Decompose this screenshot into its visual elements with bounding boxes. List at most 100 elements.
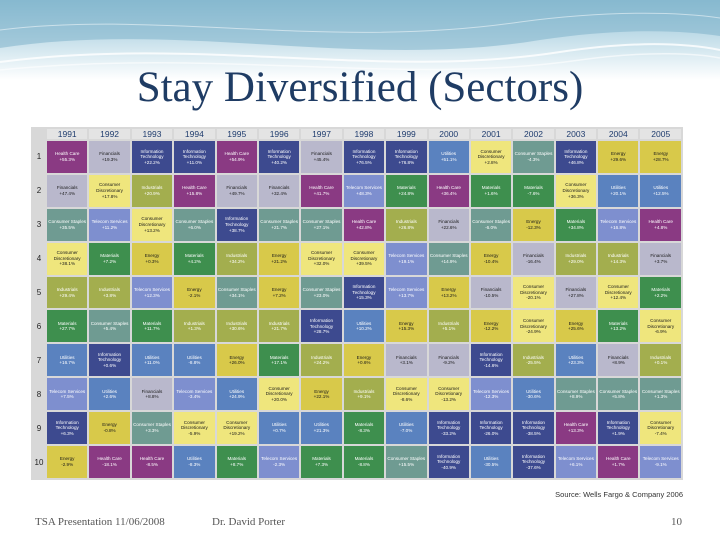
sector-cell: Energy +25.6%	[555, 310, 597, 343]
sector-return: +2.8%	[484, 159, 498, 165]
sector-name: Information Technology	[352, 148, 376, 160]
sector-cell: Information Technology +22.2%	[131, 141, 173, 173]
sector-return: +23.3%	[568, 360, 584, 366]
sector-name: Materials	[397, 185, 416, 191]
year-header: 1996	[258, 129, 300, 139]
sector-name: Energy	[399, 320, 414, 326]
sector-cell: Information Technology -33.2%	[428, 412, 469, 445]
sector-cell: Energy -2.1%	[174, 276, 215, 309]
sector-cell: Energy +15.3%	[386, 310, 427, 343]
sector-cell: Telecom Services +19.1%	[386, 242, 427, 275]
sector-return: +12.5%	[652, 190, 669, 196]
rank-row: 2 Financials +47.4% Consumer Discretionary +…	[33, 174, 681, 207]
sector-cell: Information Technology +6.3%	[47, 412, 88, 445]
sector-name: Consumer Staples	[133, 422, 171, 428]
sector-cell: Telecom Services -9.1%	[640, 446, 681, 478]
sector-name: Health Care	[139, 456, 165, 462]
sector-cell: Consumer Staples +5.8%	[598, 378, 639, 411]
sector-cell: Energy -10.4%	[470, 242, 512, 275]
grid-body: 1 Health Care +55.3% Financials +19.3% Inform…	[33, 141, 681, 478]
sector-cell: Energy -12.2%	[470, 310, 512, 343]
sector-name: Telecom Services	[91, 219, 128, 225]
year-header: 1993	[131, 129, 173, 139]
sector-return: -12.2%	[483, 326, 499, 332]
sector-name: Information Technology	[521, 419, 546, 431]
rank-label: 4	[33, 242, 45, 275]
sector-cell: Materials +11.7%	[131, 310, 173, 343]
sector-return: +21.7%	[271, 224, 287, 230]
sector-cell: Consumer Staples +34.1%	[216, 276, 257, 309]
sector-cell: Consumer Staples -4.3%	[513, 141, 554, 173]
year-header: 2004	[598, 129, 639, 139]
sector-cell: Utilities +12.5%	[640, 174, 681, 207]
sector-name: Industrials	[438, 320, 460, 326]
sector-return: +32.0%	[313, 261, 330, 267]
year-header: 1998	[343, 129, 385, 139]
footer-presenter: Dr. David Porter	[212, 516, 286, 528]
sector-cell: Energy +0.3%	[131, 242, 173, 275]
sector-return: +21.3%	[313, 428, 330, 434]
sector-name: Consumer Discretionary	[604, 284, 632, 295]
year-header: 1994	[174, 129, 215, 139]
year-header: 1995	[216, 129, 257, 139]
sector-return: +3.8%	[103, 292, 117, 298]
sector-return: -6.9%	[654, 329, 667, 335]
sector-return: +54.9%	[228, 156, 245, 162]
sector-cell: Health Care +4.8%	[640, 208, 681, 241]
sector-name: Information Technology	[479, 351, 503, 363]
sector-cell: Consumer Staples +21.7%	[258, 208, 300, 241]
sector-name: Information Technology	[564, 148, 588, 160]
sector-return: +3.1%	[399, 360, 413, 366]
sector-name: Consumer Staples	[48, 219, 87, 225]
rank-label: 10	[33, 446, 45, 478]
sector-name: Information Technology	[267, 148, 291, 160]
sector-return: -9.2%	[442, 360, 455, 366]
sector-return: +46.8%	[568, 159, 584, 165]
sector-name: Energy	[610, 151, 626, 157]
sector-cell: Utilities -8.3%	[174, 446, 215, 478]
sector-return: +20.0%	[271, 396, 287, 402]
sector-return: +40.2%	[271, 159, 287, 165]
sector-cell: Health Care +36.4%	[428, 174, 469, 207]
sector-cell: Information Technology +46.8%	[555, 141, 597, 173]
sector-cell: Health Care +1.7%	[598, 446, 639, 478]
sector-name: Utilities	[653, 185, 669, 191]
sector-cell: Utilities +23.3%	[555, 344, 597, 377]
sector-cell: Health Care +15.8%	[174, 174, 215, 207]
sector-cell: Consumer Discretionary +20.0%	[258, 378, 300, 411]
sector-cell: Industrials +34.2%	[216, 242, 257, 275]
sector-cell: Financials +27.8%	[555, 276, 597, 309]
sector-return: +19.1%	[398, 258, 415, 264]
sector-cell: Industrials +30.6%	[216, 310, 257, 343]
sector-return: +11.2%	[101, 224, 118, 230]
rank-label: 2	[33, 174, 45, 207]
sector-name: Industrials	[141, 185, 163, 191]
sector-name: Information Technology	[479, 419, 503, 431]
sector-return: +25.6%	[568, 326, 584, 332]
sector-name: Consumer Discretionary	[392, 385, 420, 397]
sector-return: +13.2%	[610, 326, 627, 332]
sector-return: +15.5%	[398, 462, 415, 467]
sector-cell: Telecom Services -2.3%	[258, 446, 300, 478]
sector-cell: Information Technology +40.2%	[258, 141, 300, 173]
rank-label: 7	[33, 344, 45, 377]
sector-return: -26.0%	[483, 430, 499, 436]
sector-cell: Information Technology +15.3%	[343, 276, 385, 309]
sector-cell: Consumer Discretionary +12.4%	[598, 276, 639, 309]
sector-cell: Utilities +24.9%	[216, 378, 257, 411]
sector-name: Utilities	[526, 388, 541, 394]
sector-cell: Utilities -30.5%	[470, 446, 512, 478]
sector-cell: Utilities -8.8%	[174, 344, 215, 377]
sector-cell: Industrials +29.4%	[47, 276, 88, 309]
sector-cell: Energy +26.0%	[216, 344, 257, 377]
sector-cell: Industrials +0.1%	[640, 344, 681, 377]
sector-cell: Materials +7.3%	[301, 446, 342, 478]
sector-name: Telecom Services	[388, 286, 425, 292]
sector-name: Materials	[524, 185, 543, 191]
sector-name: Financials	[141, 388, 163, 394]
sector-return: +41.7%	[313, 190, 330, 196]
sector-name: Consumer Staples	[514, 151, 553, 157]
sector-return: +11.7%	[144, 326, 160, 332]
rank-row: 4 Consumer Discretionary +38.1% Materials +7…	[33, 242, 681, 275]
sector-return: -5.9%	[188, 430, 201, 436]
